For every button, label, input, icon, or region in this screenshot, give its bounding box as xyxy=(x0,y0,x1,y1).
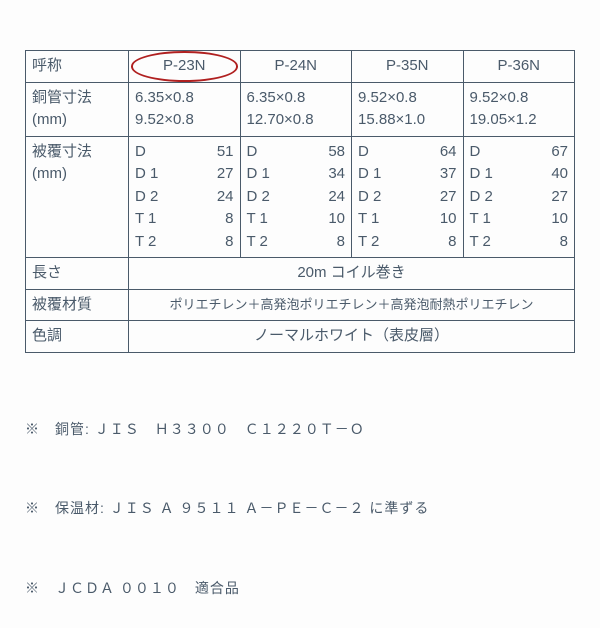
row-length: 長さ 20m コイル巻き xyxy=(26,258,575,290)
row-color: 色調 ノーマルホワイト（表皮層） xyxy=(26,321,575,353)
spec-table: 呼称 P-23N P-24N P-35N P-36N 銅管寸法 (mm) 6.3… xyxy=(25,50,575,353)
pipe-c2: 6.35×0.812.70×0.8 xyxy=(240,82,352,136)
value-color: ノーマルホワイト（表皮層） xyxy=(129,321,575,353)
label-material: 被覆材質 xyxy=(26,289,129,321)
cell-p23n: P-23N xyxy=(129,51,241,83)
value-material: ポリエチレン＋高発泡ポリエチレン＋高発泡耐熱ポリエチレン xyxy=(129,289,575,321)
label-color: 色調 xyxy=(26,321,129,353)
label-length: 長さ xyxy=(26,258,129,290)
note-2: ※ 保温材: ＪＩＳ Ａ ９５１１ Ａ－ＰＥ－Ｃ－２ に準ずる xyxy=(25,495,575,522)
model-2: P-24N xyxy=(240,51,352,83)
note-3: ※ ＪＣＤＡ ００１０ 適合品 xyxy=(25,575,575,602)
row-pipe-dim: 銅管寸法 (mm) 6.35×0.89.52×0.8 6.35×0.812.70… xyxy=(26,82,575,136)
model-3: P-35N xyxy=(352,51,464,83)
pipe-c4: 9.52×0.819.05×1.2 xyxy=(463,82,575,136)
label-pipe: 銅管寸法 (mm) xyxy=(26,82,129,136)
label-model: 呼称 xyxy=(26,51,129,83)
row-cover-dim: 被覆寸法 (mm) D51D 127D 224T 18T 28 D58D 134… xyxy=(26,136,575,258)
label-cover: 被覆寸法 (mm) xyxy=(26,136,129,258)
pipe-c1: 6.35×0.89.52×0.8 xyxy=(129,82,241,136)
cover-c1: D51D 127D 224T 18T 28 xyxy=(129,136,241,258)
cover-c3: D64D 137D 227T 110T 28 xyxy=(352,136,464,258)
row-model: 呼称 P-23N P-24N P-35N P-36N xyxy=(26,51,575,83)
model-4: P-36N xyxy=(463,51,575,83)
value-length: 20m コイル巻き xyxy=(129,258,575,290)
highlight-oval xyxy=(131,51,238,82)
note-1: ※ 銅管: ＪＩＳ Ｈ３３００ Ｃ１２２０Ｔ－Ｏ xyxy=(25,416,575,443)
pipe-c3: 9.52×0.815.88×1.0 xyxy=(352,82,464,136)
cover-c2: D58D 134D 224T 110T 28 xyxy=(240,136,352,258)
notes-block: ※ 銅管: ＪＩＳ Ｈ３３００ Ｃ１２２０Ｔ－Ｏ ※ 保温材: ＪＩＳ Ａ ９５… xyxy=(25,363,575,628)
row-material: 被覆材質 ポリエチレン＋高発泡ポリエチレン＋高発泡耐熱ポリエチレン xyxy=(26,289,575,321)
cover-c4: D67D 140D 227T 110T 28 xyxy=(463,136,575,258)
